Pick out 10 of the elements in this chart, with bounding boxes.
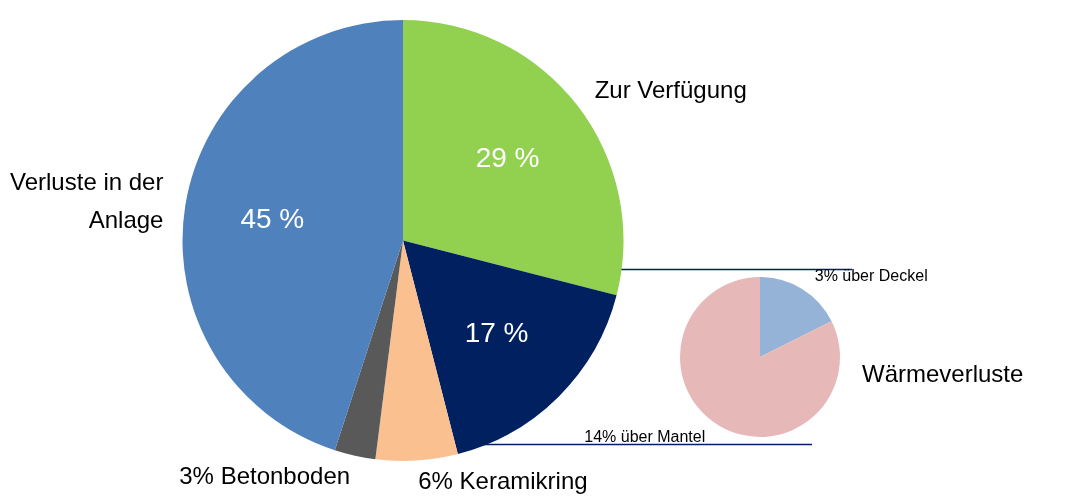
slice-label: Zur Verfügung bbox=[594, 76, 747, 104]
slice-label: Verluste in der Anlage bbox=[10, 167, 164, 234]
slice-label: 3% Betonboden bbox=[179, 461, 351, 489]
data-label: 17 % bbox=[464, 316, 529, 348]
slice-label: 3% über Deckel bbox=[814, 266, 928, 284]
slice-label: 6% Keramikring bbox=[418, 467, 588, 495]
data-label: 29 % bbox=[475, 142, 540, 174]
slice-label: 14% über Mantel bbox=[584, 427, 706, 445]
data-label: 45 % bbox=[240, 202, 305, 234]
text: Wärmeverluste bbox=[862, 359, 1024, 387]
